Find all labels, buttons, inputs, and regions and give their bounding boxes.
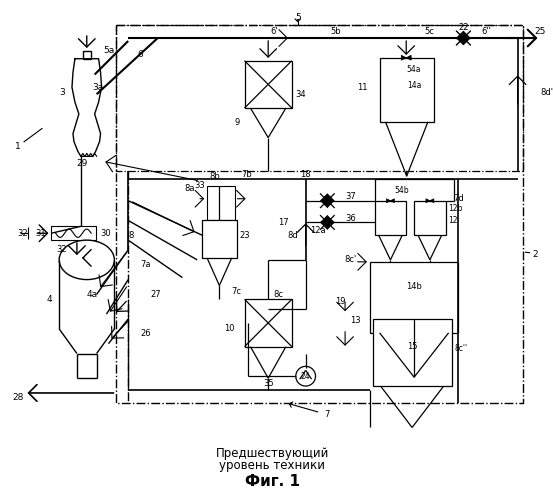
Text: уровень техники: уровень техники — [219, 460, 325, 472]
Polygon shape — [320, 194, 327, 207]
Text: 30: 30 — [101, 228, 111, 237]
Text: 5a: 5a — [103, 46, 114, 56]
Text: 26: 26 — [140, 330, 151, 338]
Text: 31: 31 — [36, 228, 46, 237]
Polygon shape — [430, 198, 434, 202]
Text: 8c': 8c' — [344, 256, 356, 264]
Text: 22: 22 — [458, 22, 468, 32]
Text: 7b: 7b — [241, 170, 252, 178]
Text: 10: 10 — [224, 324, 234, 334]
Text: 15: 15 — [407, 342, 418, 351]
Text: 12a: 12a — [310, 226, 325, 235]
Polygon shape — [456, 31, 463, 45]
Ellipse shape — [59, 240, 114, 280]
Bar — [244, 60, 292, 108]
Text: 7d: 7d — [453, 194, 464, 203]
Text: 14b: 14b — [406, 282, 422, 291]
Text: 11: 11 — [357, 83, 368, 92]
Bar — [202, 220, 237, 258]
Circle shape — [296, 366, 316, 386]
Text: 33: 33 — [195, 182, 206, 190]
Text: 25: 25 — [535, 26, 546, 36]
Bar — [51, 226, 96, 240]
Text: 9: 9 — [234, 118, 239, 128]
Text: 17: 17 — [278, 218, 288, 227]
Text: 4: 4 — [46, 295, 52, 304]
Text: Фиг. 1: Фиг. 1 — [244, 474, 300, 489]
Text: 5: 5 — [295, 13, 301, 22]
Bar — [370, 262, 458, 333]
Text: 3a: 3a — [93, 83, 104, 92]
Polygon shape — [327, 216, 334, 230]
Bar — [207, 186, 234, 220]
Polygon shape — [387, 198, 390, 202]
Text: 37: 37 — [345, 192, 356, 202]
Text: 8a: 8a — [185, 184, 195, 194]
Text: 6'': 6'' — [481, 26, 491, 36]
Text: Предшествующий: Предшествующий — [216, 446, 329, 460]
Text: 23: 23 — [239, 230, 250, 239]
Text: 14a: 14a — [407, 81, 421, 90]
Text: 3: 3 — [59, 88, 65, 96]
Polygon shape — [327, 194, 334, 207]
Text: 7c: 7c — [232, 287, 242, 296]
Text: 8c'': 8c'' — [455, 344, 468, 353]
Text: 1: 1 — [15, 142, 20, 151]
Text: 32: 32 — [56, 244, 67, 254]
Text: 8c: 8c — [273, 290, 283, 299]
Text: 12: 12 — [448, 216, 458, 225]
Text: 12b: 12b — [448, 204, 463, 213]
Bar — [379, 58, 434, 122]
Polygon shape — [426, 198, 430, 202]
Text: 29: 29 — [76, 158, 87, 168]
Text: 18: 18 — [300, 170, 311, 178]
Polygon shape — [406, 56, 411, 60]
Text: 35: 35 — [263, 378, 274, 388]
Text: 54a: 54a — [407, 65, 421, 74]
Text: 32: 32 — [17, 228, 28, 237]
Text: 28: 28 — [12, 394, 23, 402]
Text: 7: 7 — [325, 410, 330, 419]
Polygon shape — [390, 198, 394, 202]
Text: 54b: 54b — [394, 186, 409, 196]
Text: 5c: 5c — [424, 26, 434, 36]
Text: 8d': 8d' — [540, 88, 553, 96]
Text: 4a: 4a — [86, 290, 97, 299]
Polygon shape — [320, 216, 327, 230]
Text: 34: 34 — [295, 90, 305, 98]
Text: 19: 19 — [335, 297, 346, 306]
Bar — [414, 200, 446, 235]
Text: 24: 24 — [301, 372, 310, 380]
Text: 8d: 8d — [287, 230, 298, 239]
Text: 5b: 5b — [330, 26, 341, 36]
Polygon shape — [463, 31, 470, 45]
Text: 7a: 7a — [140, 260, 151, 270]
Text: 2: 2 — [533, 250, 538, 260]
Bar — [244, 300, 292, 346]
Text: 8: 8 — [128, 230, 134, 239]
Text: 27: 27 — [150, 290, 161, 299]
Bar — [83, 51, 91, 59]
Text: 6': 6' — [270, 26, 278, 36]
Text: 13: 13 — [350, 316, 361, 326]
Bar — [373, 319, 452, 386]
Polygon shape — [401, 56, 406, 60]
Text: 8b: 8b — [210, 172, 220, 180]
Bar — [375, 200, 406, 235]
Text: 6: 6 — [137, 50, 143, 59]
Text: 36: 36 — [345, 214, 356, 223]
